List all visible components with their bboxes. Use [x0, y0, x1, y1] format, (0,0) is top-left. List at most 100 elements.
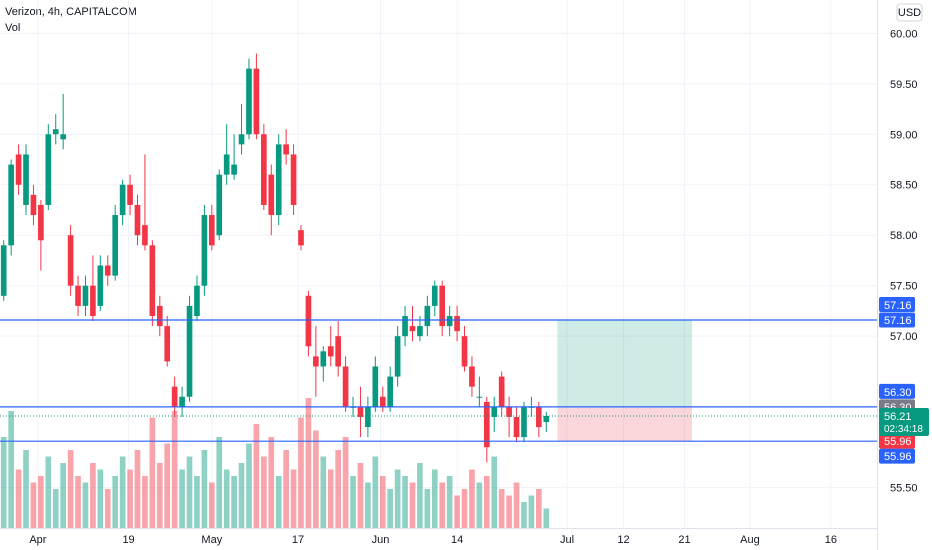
volume-bar — [90, 463, 96, 528]
candle-body — [238, 134, 245, 145]
volume-bar — [417, 463, 423, 528]
candle-body — [521, 406, 527, 438]
candle-body — [30, 194, 37, 216]
countdown-label: 02:34:18 — [884, 424, 923, 435]
volume-label: Vol — [5, 22, 20, 34]
position-stop-zone — [557, 406, 692, 442]
candle-body — [335, 336, 341, 367]
volume-bar — [112, 476, 119, 528]
volume-bar — [8, 411, 14, 528]
volume-bar — [275, 476, 282, 528]
volume-bar — [446, 476, 453, 528]
candle-body — [90, 285, 96, 316]
candle-body — [446, 315, 453, 327]
volume-bar — [186, 456, 193, 528]
volume-bar — [45, 456, 52, 528]
candle-body — [82, 285, 89, 306]
candle-body — [194, 285, 200, 316]
volume-bar — [149, 417, 156, 528]
level-tag-label: 56.30 — [884, 387, 912, 399]
x-tick-label: May — [201, 534, 222, 546]
candle-body — [261, 134, 267, 205]
volume-bar — [231, 476, 237, 528]
volume-bar — [536, 489, 542, 528]
candle-body — [439, 285, 446, 327]
volume-bar — [15, 469, 22, 528]
y-tick-label: 59.00 — [890, 129, 918, 141]
candle-body — [246, 68, 252, 135]
candle-body — [491, 406, 498, 417]
currency-button[interactable] — [896, 3, 923, 22]
candle-body — [513, 416, 520, 438]
level-axis-label: 57.16 — [884, 315, 912, 327]
volume-bar — [52, 489, 59, 528]
volume-bar — [194, 476, 200, 528]
volume-bar — [402, 476, 408, 528]
candle-body — [498, 376, 505, 407]
y-tick-label: 57.50 — [890, 281, 918, 293]
level-tag — [879, 448, 915, 464]
volume-bar — [342, 437, 349, 528]
currency-label[interactable]: USD — [898, 7, 921, 19]
candle-body — [409, 326, 416, 332]
candle-body — [454, 315, 460, 332]
volume-bar — [491, 456, 498, 528]
candle-body — [208, 215, 215, 246]
candle-body — [357, 406, 364, 417]
volume-bar — [67, 450, 74, 528]
volume-bar — [104, 489, 111, 528]
y-tick-label: 59.50 — [890, 79, 918, 91]
volume-bar — [506, 495, 512, 528]
candle-body — [119, 184, 126, 216]
volume-bar — [357, 463, 364, 528]
y-tick-label: 55.50 — [890, 483, 918, 495]
candle-body — [231, 164, 237, 175]
volume-bar — [387, 489, 394, 528]
candle-body — [179, 396, 185, 407]
candle-body — [394, 336, 401, 377]
candle-body — [186, 305, 193, 397]
candle-body — [15, 154, 22, 185]
volume-bar — [38, 476, 44, 528]
candle-body — [342, 366, 349, 407]
volume-bar — [461, 489, 468, 528]
candle-body — [461, 336, 468, 367]
volume-bar — [238, 463, 245, 528]
y-tick-label: 58.00 — [890, 230, 918, 242]
last-price-label: 56.21 — [884, 411, 912, 423]
candle-body — [164, 326, 171, 362]
level-tag — [879, 383, 915, 399]
candle-body — [476, 396, 483, 398]
volume-bar — [543, 508, 550, 528]
x-tick-label: Apr — [29, 534, 46, 546]
x-tick-label: Jun — [372, 534, 390, 546]
candle-body — [469, 366, 475, 387]
candle-body — [23, 154, 29, 205]
level-axis-tag — [879, 312, 915, 328]
candle-body — [171, 386, 178, 407]
candle-body — [253, 68, 260, 135]
level-tag-label: 55.96 — [884, 451, 912, 463]
candle-body — [38, 204, 44, 241]
candle-body — [305, 295, 312, 347]
volume-bar — [82, 482, 89, 528]
volume-bar — [127, 469, 133, 528]
volume-bar — [454, 495, 460, 528]
level-tag-label: 57.16 — [884, 300, 912, 312]
candle-body — [417, 326, 423, 337]
volume-bar — [283, 450, 289, 528]
x-tick-label: 14 — [451, 534, 463, 546]
volume-bar — [30, 482, 37, 528]
candle-body — [45, 134, 52, 205]
volume-bar — [513, 482, 520, 528]
volume-bar — [97, 469, 104, 528]
candle-body — [149, 245, 156, 316]
volume-bar — [60, 463, 66, 528]
volume-bar — [439, 482, 446, 528]
candle-body — [543, 415, 550, 422]
volume-bar — [171, 411, 178, 528]
candle-body — [320, 351, 327, 367]
volume-bar — [298, 417, 304, 528]
